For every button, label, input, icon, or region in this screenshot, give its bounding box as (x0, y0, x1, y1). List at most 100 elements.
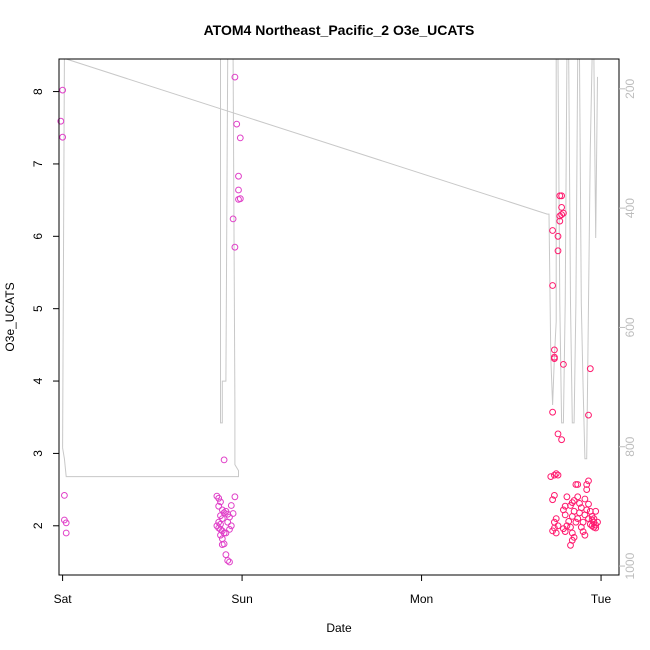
data-point-s1-4 (61, 492, 68, 499)
data-point-s2-5 (551, 355, 558, 363)
data-point-s2-50 (568, 529, 576, 537)
y-tick-label-5: 7 (31, 160, 45, 167)
data-point-s2-42 (568, 499, 576, 507)
y2-tick-label-0: 200 (623, 78, 637, 98)
data-point-s1-47 (235, 196, 242, 203)
plot-frame (58, 58, 620, 576)
data-point-s2-11 (558, 211, 565, 219)
data-point-s1-37 (222, 551, 230, 559)
data-point-s2-62 (583, 486, 591, 494)
data-point-s1-30 (227, 522, 235, 530)
data-point-s2-13 (556, 217, 564, 225)
y-tick-label-0: 2 (31, 522, 45, 529)
y-tick-label-2: 4 (31, 377, 45, 384)
y-tick-label-3: 5 (31, 305, 45, 312)
data-point-s1-1 (59, 86, 66, 94)
data-point-s2-29 (554, 522, 562, 530)
y2-tick-label-3: 800 (623, 436, 637, 456)
x-tick-label-2: Mon (410, 592, 433, 606)
x-tick-label-3: Tue (591, 592, 612, 606)
data-point-s2-81 (586, 520, 594, 528)
data-point-s2-25 (549, 496, 556, 504)
data-point-s2-12 (556, 212, 564, 220)
data-point-s1-9 (215, 494, 223, 502)
data-point-s2-49 (567, 523, 574, 531)
y-tick-label-4: 6 (31, 233, 45, 240)
data-point-s1-17 (217, 520, 224, 528)
data-point-s1-43 (236, 134, 244, 142)
data-point-s2-53 (567, 541, 574, 549)
data-point-s2-70 (581, 531, 589, 539)
data-point-s1-6 (62, 519, 70, 527)
data-point-s1-42 (233, 120, 241, 128)
data-point-s2-44 (572, 481, 580, 488)
y2-tick-label-2: 600 (623, 317, 637, 337)
data-point-s1-7 (62, 529, 70, 537)
data-point-s1-21 (218, 527, 226, 535)
data-point-s2-45 (574, 481, 582, 488)
data-point-s2-79 (592, 507, 600, 515)
data-point-s2-26 (551, 492, 558, 499)
data-point-s1-10 (217, 498, 224, 506)
chart-title: ATOM4 Northeast_Pacific_2 O3e_UCATS (204, 22, 475, 38)
data-point-s2-1 (549, 227, 556, 234)
data-point-s2-43 (570, 497, 578, 504)
x-axis-label: Date (326, 621, 352, 635)
data-point-s2-32 (551, 524, 558, 532)
data-point-s2-80 (588, 513, 596, 520)
data-point-s2-7 (556, 192, 564, 200)
data-point-s2-17 (586, 365, 594, 373)
data-point-s2-21 (547, 473, 555, 481)
data-point-s2-3 (551, 346, 558, 354)
data-point-s2-48 (572, 518, 580, 526)
data-point-s2-69 (579, 528, 587, 535)
y-tick-label-6: 8 (31, 88, 45, 95)
data-point-s1-36 (220, 456, 228, 464)
data-point-s2-67 (581, 511, 589, 519)
data-point-s1-44 (235, 172, 242, 180)
data-point-s1-35 (227, 502, 235, 509)
data-point-s2-22 (551, 471, 558, 479)
x-axis: Sat Sun Mon Tue (54, 575, 612, 606)
secondary-series-line-2 (66, 58, 598, 460)
y2-tick-label-1: 400 (623, 198, 637, 218)
data-point-s1-11 (215, 502, 223, 510)
data-point-s2-61 (581, 495, 589, 503)
data-point-s1-48 (229, 215, 237, 223)
data-point-s1-18 (213, 522, 221, 530)
x-tick-label-0: Sat (54, 592, 73, 606)
data-point-s2-35 (563, 493, 571, 501)
data-point-s1-22 (220, 529, 228, 537)
data-point-s2-55 (576, 500, 583, 507)
data-point-s1-8 (213, 492, 221, 500)
data-point-s2-54 (574, 493, 582, 501)
data-point-s2-63 (585, 477, 592, 485)
data-point-s2-19 (554, 430, 562, 438)
data-point-s2-18 (585, 411, 592, 419)
data-point-s2-2 (549, 282, 556, 289)
secondary-y-axis: 200 400 600 800 1000 (619, 78, 637, 579)
data-point-s1-49 (231, 243, 239, 251)
data-point-s1-39 (226, 558, 233, 566)
data-point-s1-40 (218, 541, 226, 548)
data-point-s2-16 (560, 361, 567, 368)
data-point-s2-58 (574, 515, 582, 522)
data-point-s2-36 (561, 511, 569, 519)
data-point-s2-37 (565, 518, 573, 525)
x-tick-label-1: Sun (231, 592, 252, 606)
data-point-s2-24 (554, 471, 562, 479)
data-point-s2-27 (552, 515, 560, 522)
data-point-s1-38 (224, 557, 232, 564)
y-tick-label-1: 3 (31, 450, 45, 457)
data-point-s1-33 (229, 510, 237, 517)
data-point-s1-34 (231, 493, 239, 501)
y2-tick-label-4: 1000 (623, 552, 637, 579)
data-point-s2-74 (588, 522, 596, 530)
data-point-s1-32 (222, 529, 230, 537)
data-point-s1-45 (235, 186, 242, 194)
data-point-s1-31 (226, 526, 233, 533)
data-point-s2-14 (554, 232, 562, 240)
y-axis: 2 3 4 5 6 7 8 (31, 88, 59, 529)
y-axis-label: O3e_UCATS (3, 282, 17, 351)
